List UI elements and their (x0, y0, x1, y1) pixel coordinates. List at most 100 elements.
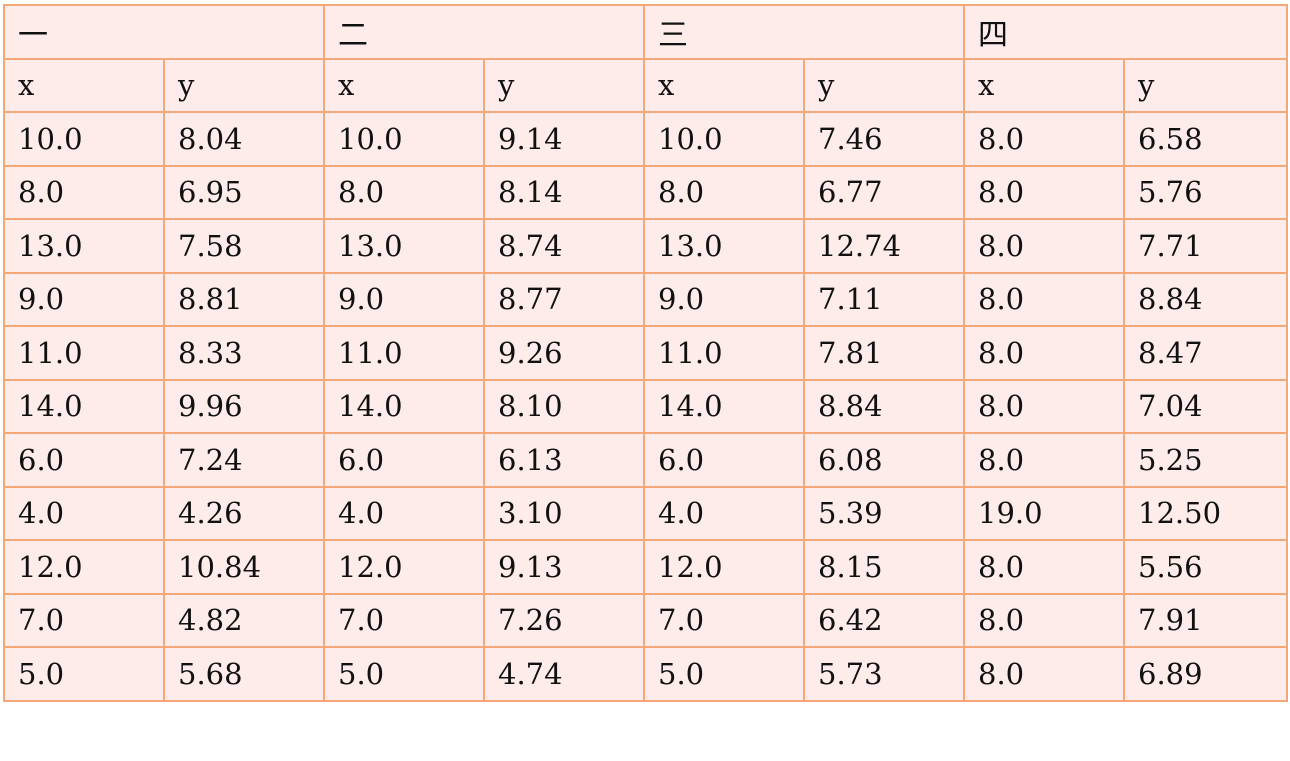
table-cell: 5.0 (643, 646, 805, 702)
table-cell: 8.0 (963, 111, 1125, 167)
table-row: 6.0 7.24 6.0 6.13 6.0 6.08 8.0 5.25 (3, 432, 1288, 488)
table-row: 7.0 4.82 7.0 7.26 7.0 6.42 8.0 7.91 (3, 592, 1288, 648)
table-cell: 4.26 (163, 485, 325, 541)
table-cell: 12.0 (323, 539, 485, 595)
table-cell: 6.89 (1123, 646, 1288, 702)
table-cell: 8.15 (803, 539, 965, 595)
table-cell: 7.81 (803, 325, 965, 381)
table-cell: 7.0 (3, 592, 165, 648)
table-cell: 6.08 (803, 432, 965, 488)
table-cell: 5.68 (163, 646, 325, 702)
table-row: 10.0 8.04 10.0 9.14 10.0 7.46 8.0 6.58 (3, 111, 1288, 167)
table-cell: 8.47 (1123, 325, 1288, 381)
table-cell: 14.0 (323, 378, 485, 434)
column-header-x: x (323, 57, 485, 113)
anscombe-data-table: 一 二 三 四 x y x y x y x y 10.0 8.04 10.0 9.14… (3, 4, 1288, 702)
table-cell: 8.81 (163, 271, 325, 327)
data-table-container: 一 二 三 四 x y x y x y x y 10.0 8.04 10.0 9.14… (3, 4, 1288, 702)
table-row: 14.0 9.96 14.0 8.10 14.0 8.84 8.0 7.04 (3, 378, 1288, 434)
table-cell: 8.0 (963, 539, 1125, 595)
table-cell: 5.0 (3, 646, 165, 702)
table-cell: 19.0 (963, 485, 1125, 541)
table-cell: 7.71 (1123, 218, 1288, 274)
table-cell: 4.0 (643, 485, 805, 541)
table-cell: 12.74 (803, 218, 965, 274)
table-cell: 8.0 (963, 432, 1125, 488)
table-cell: 8.14 (483, 164, 645, 220)
group-header-2: 二 (323, 4, 645, 60)
table-cell: 12.50 (1123, 485, 1288, 541)
table-cell: 10.0 (3, 111, 165, 167)
table-cell: 3.10 (483, 485, 645, 541)
table-cell: 8.74 (483, 218, 645, 274)
column-header-x: x (963, 57, 1125, 113)
table-cell: 8.0 (323, 164, 485, 220)
table-cell: 4.74 (483, 646, 645, 702)
table-cell: 11.0 (643, 325, 805, 381)
table-cell: 10.84 (163, 539, 325, 595)
table-cell: 9.0 (643, 271, 805, 327)
column-header-y: y (1123, 57, 1288, 113)
table-cell: 5.0 (323, 646, 485, 702)
table-cell: 5.25 (1123, 432, 1288, 488)
table-cell: 6.58 (1123, 111, 1288, 167)
table-cell: 8.0 (3, 164, 165, 220)
table-cell: 8.0 (643, 164, 805, 220)
table-cell: 9.0 (323, 271, 485, 327)
group-header-3: 三 (643, 4, 965, 60)
column-header-y: y (483, 57, 645, 113)
table-cell: 9.96 (163, 378, 325, 434)
table-row: 11.0 8.33 11.0 9.26 11.0 7.81 8.0 8.47 (3, 325, 1288, 381)
table-cell: 8.0 (963, 378, 1125, 434)
table-cell: 9.0 (3, 271, 165, 327)
table-cell: 4.82 (163, 592, 325, 648)
table-cell: 4.0 (3, 485, 165, 541)
table-cell: 12.0 (3, 539, 165, 595)
table-cell: 14.0 (3, 378, 165, 434)
table-cell: 13.0 (323, 218, 485, 274)
table-cell: 11.0 (323, 325, 485, 381)
table-cell: 6.42 (803, 592, 965, 648)
table-cell: 8.0 (963, 164, 1125, 220)
table-cell: 8.77 (483, 271, 645, 327)
table-cell: 6.13 (483, 432, 645, 488)
table-cell: 8.04 (163, 111, 325, 167)
table-cell: 14.0 (643, 378, 805, 434)
table-cell: 6.0 (643, 432, 805, 488)
table-cell: 9.26 (483, 325, 645, 381)
table-cell: 8.84 (1123, 271, 1288, 327)
table-cell: 6.0 (323, 432, 485, 488)
table-cell: 8.84 (803, 378, 965, 434)
table-body: 一 二 三 四 x y x y x y x y 10.0 8.04 10.0 9.14… (3, 4, 1288, 702)
table-cell: 8.33 (163, 325, 325, 381)
table-row: 9.0 8.81 9.0 8.77 9.0 7.11 8.0 8.84 (3, 271, 1288, 327)
table-cell: 7.58 (163, 218, 325, 274)
column-header-row: x y x y x y x y (3, 57, 1288, 113)
table-cell: 6.95 (163, 164, 325, 220)
group-header-row: 一 二 三 四 (3, 4, 1288, 60)
table-cell: 7.46 (803, 111, 965, 167)
table-cell: 8.0 (963, 592, 1125, 648)
table-cell: 7.0 (323, 592, 485, 648)
table-cell: 6.77 (803, 164, 965, 220)
table-row: 4.0 4.26 4.0 3.10 4.0 5.39 19.0 12.50 (3, 485, 1288, 541)
table-row: 13.0 7.58 13.0 8.74 13.0 12.74 8.0 7.71 (3, 218, 1288, 274)
table-cell: 13.0 (643, 218, 805, 274)
table-cell: 6.0 (3, 432, 165, 488)
table-cell: 5.73 (803, 646, 965, 702)
table-cell: 7.11 (803, 271, 965, 327)
table-cell: 7.04 (1123, 378, 1288, 434)
table-cell: 5.76 (1123, 164, 1288, 220)
group-header-4: 四 (963, 4, 1288, 60)
table-cell: 7.0 (643, 592, 805, 648)
table-cell: 10.0 (643, 111, 805, 167)
table-cell: 9.13 (483, 539, 645, 595)
column-header-y: y (803, 57, 965, 113)
table-cell: 13.0 (3, 218, 165, 274)
table-cell: 8.10 (483, 378, 645, 434)
table-cell: 5.56 (1123, 539, 1288, 595)
table-cell: 8.0 (963, 271, 1125, 327)
table-cell: 4.0 (323, 485, 485, 541)
table-cell: 12.0 (643, 539, 805, 595)
table-cell: 7.91 (1123, 592, 1288, 648)
